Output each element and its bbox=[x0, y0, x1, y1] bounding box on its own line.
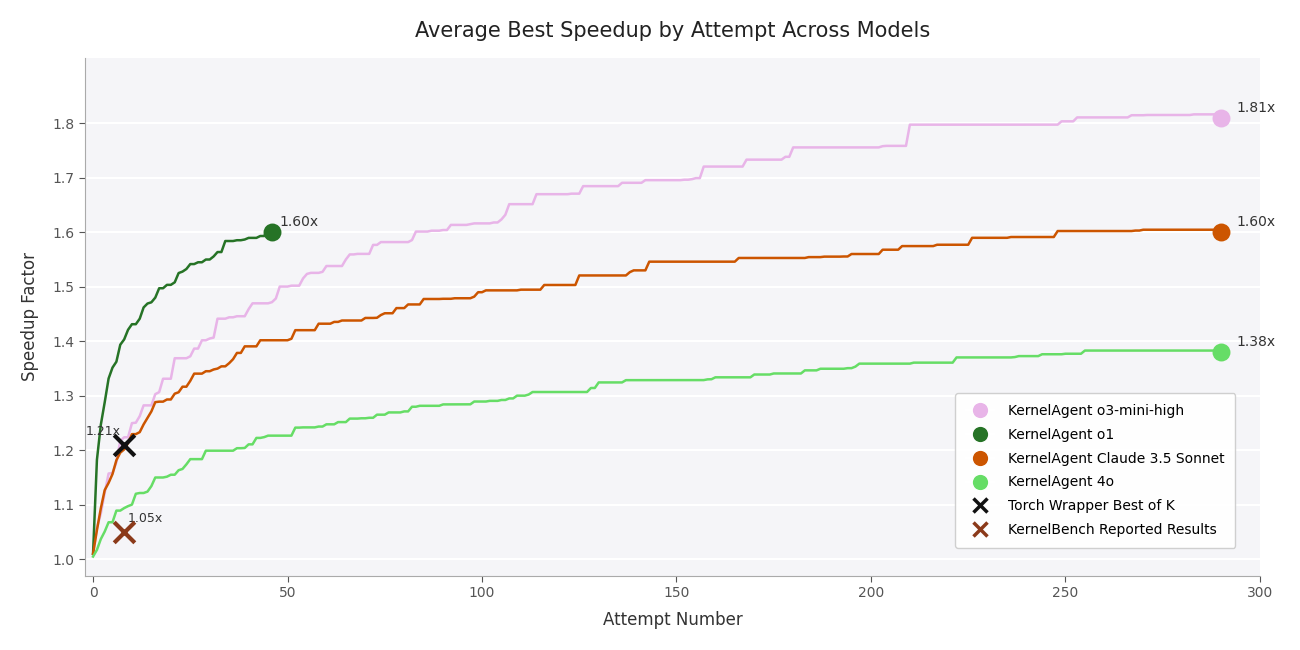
Text: 1.81x: 1.81x bbox=[1236, 101, 1275, 115]
Text: 1.60x: 1.60x bbox=[1236, 215, 1275, 229]
Y-axis label: Speedup Factor: Speedup Factor bbox=[21, 252, 39, 381]
Point bbox=[1210, 112, 1231, 123]
Text: 1.38x: 1.38x bbox=[1236, 335, 1275, 349]
Text: 1.05x: 1.05x bbox=[127, 512, 164, 525]
Point bbox=[1210, 227, 1231, 237]
X-axis label: Attempt Number: Attempt Number bbox=[603, 611, 742, 629]
Legend: KernelAgent o3-mini-high, KernelAgent o1, KernelAgent Claude 3.5 Sonnet, KernelA: KernelAgent o3-mini-high, KernelAgent o1… bbox=[956, 393, 1235, 548]
Title: Average Best Speedup by Attempt Across Models: Average Best Speedup by Attempt Across M… bbox=[415, 21, 931, 41]
Text: 1.60x: 1.60x bbox=[280, 215, 318, 229]
Point bbox=[1210, 347, 1231, 358]
Point bbox=[114, 526, 135, 537]
Text: 1.21x: 1.21x bbox=[86, 425, 121, 438]
Point bbox=[114, 439, 135, 450]
Point bbox=[261, 227, 282, 237]
